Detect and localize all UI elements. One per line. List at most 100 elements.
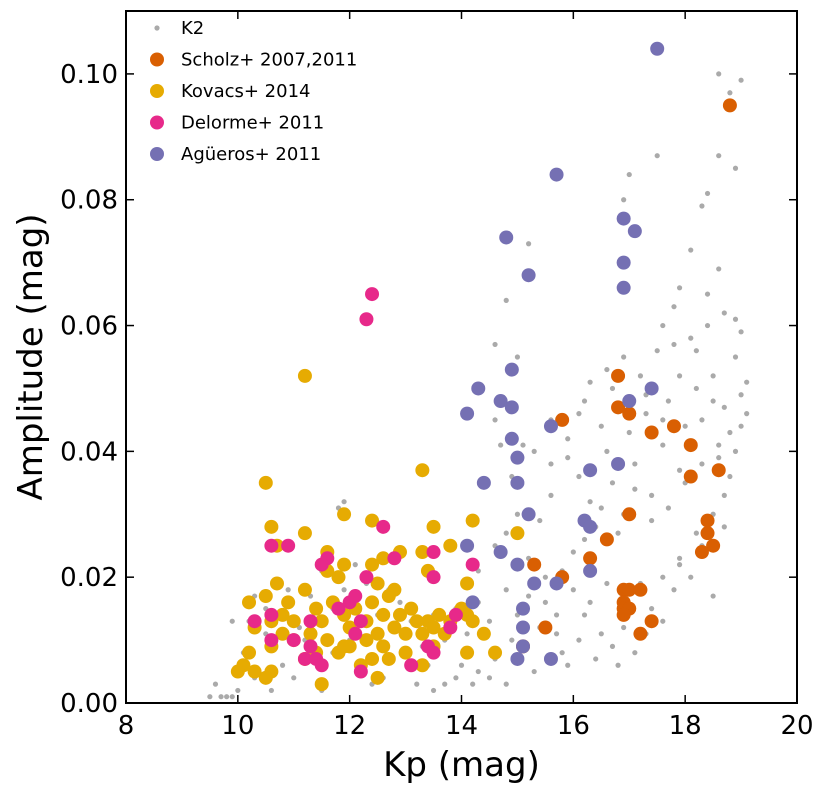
data-point [415, 658, 430, 673]
data-point [521, 507, 536, 522]
data-point [426, 519, 441, 534]
data-point [297, 368, 312, 383]
data-point [499, 230, 514, 245]
data-point [376, 639, 391, 654]
data-point [415, 626, 430, 641]
data-point [303, 626, 318, 641]
data-point [365, 557, 380, 572]
series-kovacs-2014 [230, 368, 525, 692]
data-point [365, 651, 380, 666]
data-point [414, 681, 420, 687]
data-point [527, 576, 542, 591]
data-point [593, 656, 599, 662]
legend-label: Delorme+ 2011 [181, 113, 324, 134]
x-tick-label: 8 [118, 711, 135, 741]
data-point [465, 595, 480, 610]
data-point [671, 341, 677, 348]
data-point [465, 557, 480, 572]
data-point [526, 593, 532, 599]
data-point [716, 442, 722, 448]
data-point [504, 362, 519, 377]
legend-label: Scholz+ 2007,2011 [181, 50, 357, 71]
data-point [397, 599, 403, 605]
data-point [359, 570, 374, 585]
data-point [365, 513, 380, 528]
data-point [716, 153, 722, 159]
data-point [387, 620, 402, 635]
data-point [581, 612, 588, 618]
data-point [471, 381, 486, 396]
data-point [576, 411, 582, 417]
data-point [587, 599, 593, 605]
data-point [732, 354, 739, 360]
data-point [493, 545, 508, 560]
data-point [303, 639, 318, 654]
data-point [649, 492, 655, 498]
data-point [426, 645, 441, 660]
data-point [665, 398, 671, 404]
data-point [275, 626, 290, 641]
data-point [576, 637, 582, 643]
x-tick-label: 16 [557, 711, 590, 741]
data-point [476, 626, 491, 641]
data-point [721, 404, 727, 410]
data-point [498, 442, 504, 448]
data-point [538, 620, 553, 635]
data-point [291, 675, 297, 681]
data-point [514, 511, 521, 517]
data-point [247, 614, 262, 629]
data-point [432, 607, 447, 622]
data-point [341, 499, 347, 505]
data-point [649, 606, 655, 612]
data-point [359, 633, 374, 648]
data-point [744, 379, 750, 385]
data-point [676, 467, 683, 473]
x-tick-label: 10 [221, 711, 254, 741]
data-point [633, 626, 648, 641]
data-point [285, 587, 291, 593]
data-point [654, 348, 660, 354]
data-point [576, 473, 582, 480]
data-point [738, 77, 744, 83]
data-point [626, 429, 632, 436]
data-point [633, 582, 648, 597]
data-point [258, 589, 273, 604]
data-point [297, 526, 312, 541]
data-point [242, 645, 257, 660]
data-point [509, 637, 515, 643]
x-axis-label: Kp (mag) [383, 745, 540, 785]
data-point [604, 366, 610, 373]
data-point [598, 505, 604, 511]
data-point [526, 241, 532, 247]
data-point [598, 423, 604, 429]
x-tick-label: 18 [669, 711, 702, 741]
data-point [644, 425, 659, 440]
data-point [704, 190, 711, 197]
data-point [269, 576, 284, 591]
legend-marker [154, 25, 160, 31]
data-point [710, 398, 716, 404]
data-point [660, 322, 666, 329]
data-point [598, 631, 604, 637]
data-point [660, 442, 666, 448]
data-point [721, 310, 727, 316]
data-point [621, 624, 627, 631]
data-point [303, 614, 318, 629]
data-point [565, 662, 571, 668]
data-point [570, 549, 576, 555]
data-point [229, 618, 235, 624]
data-point [443, 620, 458, 635]
data-point [370, 626, 385, 641]
data-point [706, 538, 721, 553]
y-tick-label: 0.00 [60, 689, 118, 719]
data-point [699, 417, 705, 423]
data-point [699, 461, 705, 467]
data-point [710, 593, 716, 599]
data-point [415, 463, 430, 478]
y-tick-label: 0.10 [60, 60, 118, 90]
data-point [671, 304, 677, 310]
data-point [644, 381, 659, 396]
data-point [409, 614, 424, 629]
data-point [359, 312, 374, 327]
data-point [212, 681, 219, 687]
